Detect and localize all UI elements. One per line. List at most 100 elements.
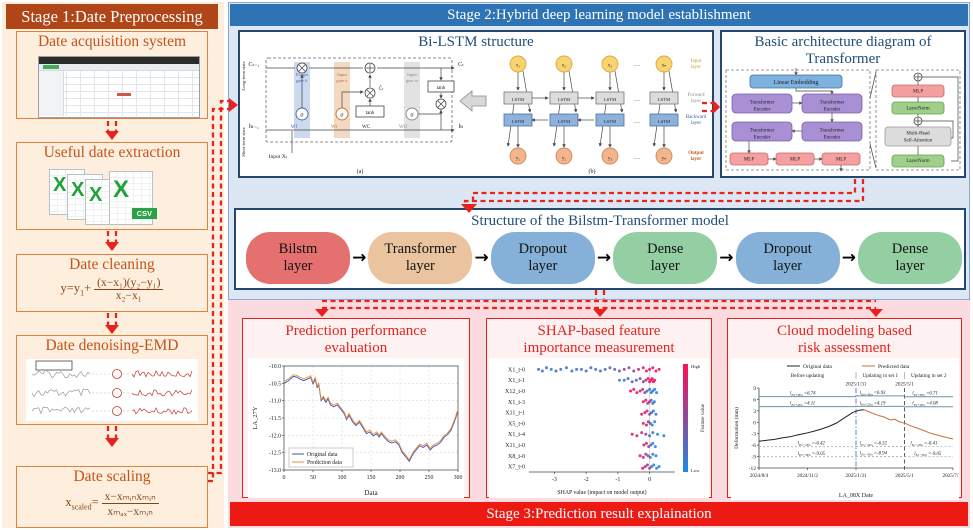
svg-text:LA_08X Date: LA_08X Date (838, 493, 872, 499)
svg-text:LA_27Y: LA_27Y (252, 406, 259, 429)
screenshot-titlebar (39, 57, 199, 64)
model-layer: Dropout layer (735, 232, 840, 284)
diagram-label: Linear Embedding (774, 80, 819, 86)
panel-performance-title-1: Prediction performance (285, 323, 427, 339)
svg-text:6: 6 (753, 397, 756, 403)
svg-text:-13.0: -13.0 (269, 468, 281, 474)
svg-text:-10.0: -10.0 (269, 364, 281, 370)
svg-text:X12_t-0: X12_t-0 (505, 389, 525, 395)
diagram-label: hₜ₋₁ (249, 124, 259, 130)
layer-arrow-icon: → (352, 248, 367, 268)
svg-text:9: 9 (753, 386, 756, 392)
diagram-label: LSTM (658, 119, 670, 124)
diagram-label: y₁ (516, 157, 521, 162)
svg-text:Data: Data (364, 489, 378, 497)
diagram-label: Short-term state (241, 127, 246, 156)
svg-text:2024/11/2: 2024/11/2 (797, 473, 818, 479)
csv-file-icon: X CSV (109, 171, 157, 225)
diagram-label: hₜ (459, 124, 464, 130)
diagram-label: x₁ (516, 64, 521, 69)
model-layer: Dense layer (613, 232, 718, 284)
diagram-label: Input (691, 59, 702, 64)
diagram-label: yₙ (662, 157, 667, 162)
svg-text:X1_t-3: X1_t-3 (508, 400, 525, 406)
diagram-label: LSTM (558, 119, 570, 124)
excel-x: X (53, 174, 67, 196)
layer-arrow-icon: → (474, 248, 489, 268)
stage3-footer: Stage 3:Prediction result explaination (230, 502, 968, 526)
diagram-label: Backward (686, 115, 707, 120)
screenshot-highlight (117, 93, 131, 96)
svg-text:2025/5/1: 2025/5/1 (895, 382, 914, 388)
stage1-header: Stage 1:Date Preprocessing (6, 4, 218, 29)
box-date-cleaning: Date cleaning y=y1+ (x−x₁)(y₂−y₁) x₂−x₁ (16, 254, 208, 312)
excel-x: X (71, 179, 85, 201)
svg-text:High: High (691, 364, 701, 369)
diagram-label: LSTM (512, 97, 524, 102)
svg-text:X7_t-0: X7_t-0 (508, 465, 525, 471)
box-date-scaling: Date scaling xscaled= x−xₘᵢₙxₘᵢₙ xₘₐₓ−xₘᵢ… (16, 466, 208, 528)
diagram-label: Input (337, 72, 347, 77)
box-date-denoising-title: Date denoising-EMD (45, 337, 179, 354)
svg-text:2025/1/31: 2025/1/31 (845, 473, 866, 479)
model-layer: Transformer layer (368, 232, 473, 284)
svg-text:Original data: Original data (307, 452, 338, 458)
diagram-label: Forward (688, 93, 705, 98)
diagram-label: Long-term state (241, 61, 246, 90)
svg-text:X1_t-4: X1_t-4 (508, 432, 525, 438)
diagram-label: MLP (913, 90, 924, 95)
box-date-acquisition: Date acquisition system (16, 31, 208, 119)
model-layer: Bilstm layer (246, 232, 350, 284)
model-layers-row: Bilstm layer → Transformer layer → Dropout laye… (246, 232, 963, 284)
diagram-label: (b) (589, 168, 596, 175)
diagram-label: layer (691, 157, 703, 162)
svg-text:0: 0 (283, 475, 286, 481)
diagram-label: y₂ (562, 157, 567, 162)
svg-text:-3: -3 (552, 477, 557, 483)
svg-text:-1: -1 (615, 477, 620, 483)
diagram-label: tanh (437, 86, 446, 91)
bilstm-unrolled (503, 55, 679, 165)
svg-text:lEx−3En =-9.05: lEx−3En =-9.05 (797, 452, 825, 457)
svg-text:lEx+2En =4.11: lEx+2En =4.11 (790, 402, 815, 407)
svg-text:200: 200 (396, 475, 405, 481)
box-date-extraction: Useful date extraction X X X X CSV (16, 142, 208, 230)
svg-text:-2: -2 (584, 477, 589, 483)
diagram-label: gate fₜ (296, 78, 308, 83)
diagram-label: σ (300, 113, 304, 119)
diagram-label: … (634, 119, 640, 125)
diagram-label: WO (399, 125, 408, 130)
svg-text:2025/5/1: 2025/5/1 (895, 473, 914, 479)
diagram-label: LSTM (558, 97, 570, 102)
diagram-label: C̃ₜ (379, 86, 384, 92)
model-layer: Dropout layer (490, 232, 595, 284)
svg-text:-6: -6 (751, 443, 756, 449)
diagram-label: LSTM (658, 97, 670, 102)
diagram-label: Forget (296, 72, 309, 77)
diagram-label: gate oₜ (406, 78, 419, 83)
svg-text:Before updating: Before updating (790, 372, 824, 379)
diagram-label: LayerNorm (906, 159, 929, 164)
lstm-cell-frame (265, 57, 453, 143)
layer-arrow-icon: → (596, 248, 612, 268)
svg-text:0: 0 (753, 420, 756, 426)
svg-text:Original data: Original data (803, 364, 832, 370)
svg-text:Low: Low (691, 468, 700, 473)
scaling-formula: xscaled= x−xₘᵢₙxₘᵢₙ xₘₐₓ−xₘᵢₙ (17, 489, 207, 518)
box-date-denoising: Date denoising-EMD (16, 335, 208, 425)
svg-text:-9: -9 (751, 455, 756, 461)
diagram-label: Wi (331, 125, 338, 130)
performance-chart: -10.0 -10.5 -11.0 -11.5 -12.0 -12.5 -13.00 50 10… (248, 358, 464, 498)
svg-text:lEx+2En =4.19: lEx+2En =4.19 (859, 401, 885, 406)
cloud-chart: Original data Predicted data Before updati… (730, 358, 959, 500)
svg-text:50: 50 (310, 475, 316, 481)
panel-performance: Prediction performance evaluation -10.0-… (242, 318, 470, 498)
svg-text:-12.0: -12.0 (269, 433, 281, 439)
diagram-label: x₂ (562, 64, 567, 69)
stage2-header: Stage 2:Hybrid deep learning model estab… (230, 4, 968, 26)
diagram-label: MLP (836, 158, 847, 163)
diagram-label: … (634, 97, 640, 103)
svg-text:X1_t-0: X1_t-0 (508, 367, 525, 373)
